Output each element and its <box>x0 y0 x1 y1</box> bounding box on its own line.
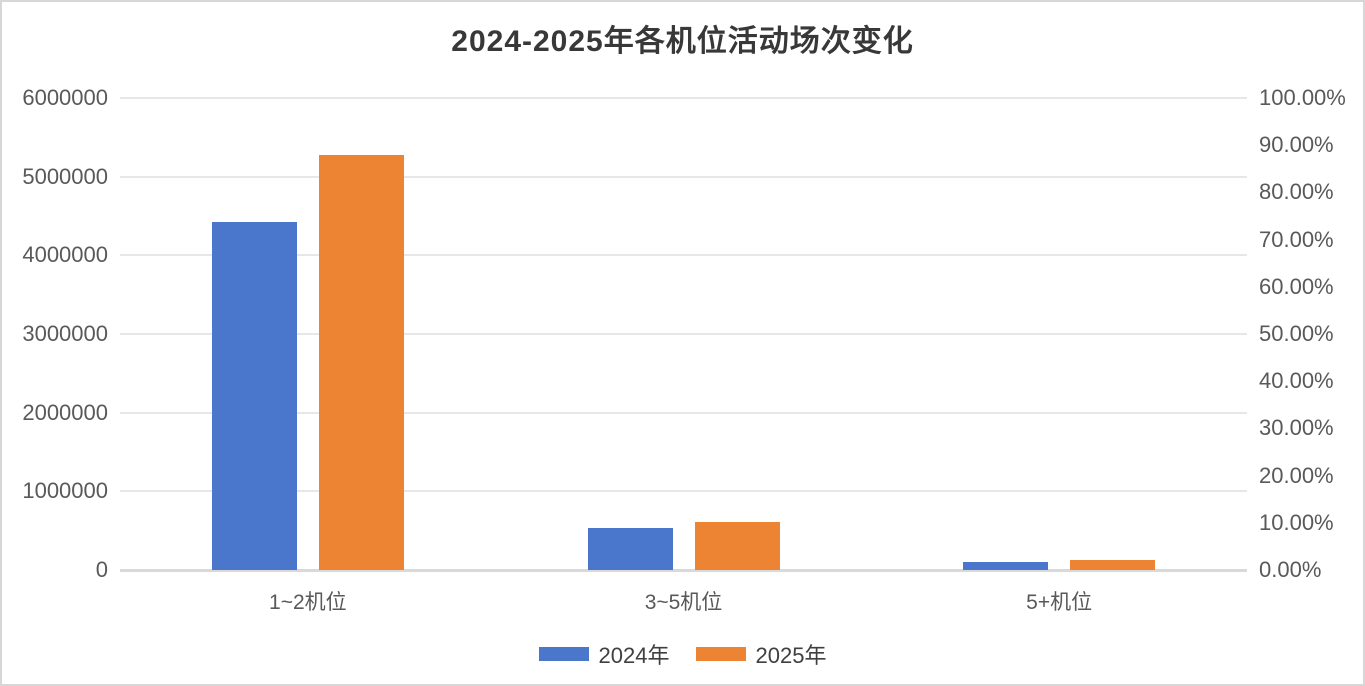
gridline <box>120 175 1247 178</box>
x-axis-category-label: 3~5机位 <box>644 591 723 614</box>
secondary-y-axis-tick-label: 50.00% <box>1259 321 1334 346</box>
bar-2024年-cat1 <box>588 528 673 570</box>
y-axis-tick-label: 4000000 <box>22 242 108 268</box>
gridline <box>120 254 1247 257</box>
secondary-y-axis-tick-label: 70.00% <box>1259 226 1334 252</box>
bar-2025年-cat1 <box>695 522 780 570</box>
y-axis-tick-label: 3000000 <box>22 321 108 346</box>
secondary-y-axis-tick-label: 90.00% <box>1259 132 1334 158</box>
secondary-y-axis-tick-label: 20.00% <box>1259 462 1334 488</box>
secondary-y-axis-tick-label: 10.00% <box>1259 509 1334 535</box>
legend-label: 2025年 <box>755 643 827 668</box>
y-axis-tick-label: 6000000 <box>22 85 108 110</box>
x-axis-line <box>120 569 1247 572</box>
y-axis-tick-label: 2000000 <box>22 399 108 425</box>
bar-2025年-cat2 <box>1070 560 1155 570</box>
secondary-y-axis-tick-label: 0.00% <box>1259 557 1322 582</box>
legend-item-2025年[interactable]: 2025年 <box>695 638 827 670</box>
secondary-y-axis-tick-label: 60.00% <box>1259 273 1334 299</box>
chart-title: 2024-2025年各机位活动场次变化 <box>451 25 914 58</box>
gridline <box>120 333 1247 335</box>
legend-label: 2024年 <box>598 643 670 668</box>
legend-swatch-icon <box>538 647 589 661</box>
secondary-y-axis-tick-label: 80.00% <box>1259 179 1334 205</box>
secondary-y-axis-tick-label: 100.00% <box>1259 85 1346 110</box>
y-axis-tick-label: 5000000 <box>22 163 108 189</box>
bar-2024年-cat2 <box>963 562 1048 570</box>
legend: 2024年 2025年 <box>2 638 1363 670</box>
y-axis-tick-label: 1000000 <box>22 478 108 504</box>
bar-2025年-cat0 <box>319 155 404 570</box>
legend-swatch-icon <box>695 647 746 661</box>
y-axis-tick-label: 0 <box>95 557 108 582</box>
gridline <box>120 411 1247 414</box>
gridline <box>120 490 1247 493</box>
bar-2024年-cat0 <box>212 222 297 570</box>
secondary-y-axis-tick-label: 30.00% <box>1259 415 1334 441</box>
x-axis-category-label: 5+机位 <box>1026 591 1093 614</box>
x-axis-category-label: 1~2机位 <box>269 591 347 614</box>
legend-item-2024年[interactable]: 2024年 <box>538 638 670 670</box>
secondary-y-axis-tick-label: 40.00% <box>1259 368 1334 394</box>
gridline <box>120 97 1247 99</box>
